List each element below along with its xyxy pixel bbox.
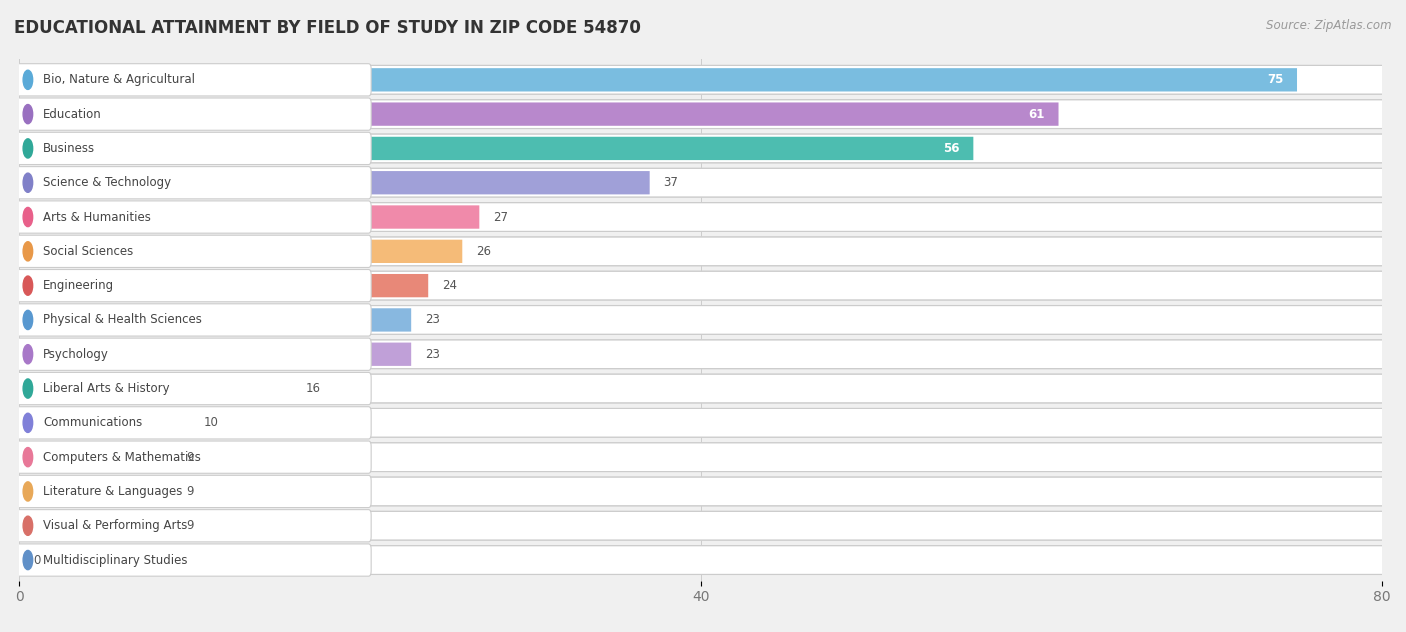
Text: 37: 37 <box>664 176 678 189</box>
Text: Science & Technology: Science & Technology <box>44 176 172 189</box>
Circle shape <box>22 139 32 158</box>
Text: Communications: Communications <box>44 416 142 429</box>
Text: 24: 24 <box>441 279 457 292</box>
Circle shape <box>22 379 32 398</box>
FancyBboxPatch shape <box>0 441 371 473</box>
FancyBboxPatch shape <box>20 411 190 435</box>
FancyBboxPatch shape <box>0 407 371 439</box>
FancyBboxPatch shape <box>18 443 1384 471</box>
Text: 10: 10 <box>204 416 218 429</box>
Text: Engineering: Engineering <box>44 279 114 292</box>
FancyBboxPatch shape <box>0 475 371 507</box>
Circle shape <box>22 310 32 329</box>
Circle shape <box>22 550 32 569</box>
FancyBboxPatch shape <box>18 100 1384 128</box>
Circle shape <box>22 413 32 432</box>
FancyBboxPatch shape <box>18 305 1384 334</box>
Text: 75: 75 <box>1267 73 1284 87</box>
FancyBboxPatch shape <box>18 374 1384 403</box>
FancyBboxPatch shape <box>0 132 371 164</box>
FancyBboxPatch shape <box>18 237 1384 265</box>
FancyBboxPatch shape <box>20 171 650 195</box>
FancyBboxPatch shape <box>18 168 1384 197</box>
Text: 0: 0 <box>32 554 41 566</box>
FancyBboxPatch shape <box>0 64 371 96</box>
FancyBboxPatch shape <box>20 102 1059 126</box>
FancyBboxPatch shape <box>0 98 371 130</box>
FancyBboxPatch shape <box>20 308 411 332</box>
FancyBboxPatch shape <box>18 408 1384 437</box>
FancyBboxPatch shape <box>20 480 173 503</box>
Text: EDUCATIONAL ATTAINMENT BY FIELD OF STUDY IN ZIP CODE 54870: EDUCATIONAL ATTAINMENT BY FIELD OF STUDY… <box>14 19 641 37</box>
Text: 26: 26 <box>475 245 491 258</box>
Text: Education: Education <box>44 107 103 121</box>
Text: Social Sciences: Social Sciences <box>44 245 134 258</box>
Text: Bio, Nature & Agricultural: Bio, Nature & Agricultural <box>44 73 195 87</box>
FancyBboxPatch shape <box>18 340 1384 368</box>
Circle shape <box>22 104 32 124</box>
FancyBboxPatch shape <box>20 274 429 297</box>
Circle shape <box>22 70 32 89</box>
FancyBboxPatch shape <box>18 203 1384 231</box>
Circle shape <box>22 276 32 295</box>
Text: 9: 9 <box>187 451 194 464</box>
FancyBboxPatch shape <box>20 549 28 572</box>
FancyBboxPatch shape <box>18 545 1384 574</box>
FancyBboxPatch shape <box>0 509 371 542</box>
FancyBboxPatch shape <box>0 269 371 301</box>
FancyBboxPatch shape <box>0 167 371 199</box>
Text: 9: 9 <box>187 485 194 498</box>
FancyBboxPatch shape <box>20 68 1296 92</box>
FancyBboxPatch shape <box>18 271 1384 300</box>
Circle shape <box>22 447 32 467</box>
Text: Liberal Arts & History: Liberal Arts & History <box>44 382 170 395</box>
Text: 16: 16 <box>305 382 321 395</box>
FancyBboxPatch shape <box>18 511 1384 540</box>
Text: Arts & Humanities: Arts & Humanities <box>44 210 150 224</box>
FancyBboxPatch shape <box>20 137 973 160</box>
Text: 61: 61 <box>1029 107 1045 121</box>
Circle shape <box>22 482 32 501</box>
Text: 27: 27 <box>494 210 508 224</box>
Circle shape <box>22 241 32 261</box>
Text: 56: 56 <box>943 142 960 155</box>
Text: Business: Business <box>44 142 96 155</box>
FancyBboxPatch shape <box>20 205 479 229</box>
FancyBboxPatch shape <box>0 372 371 404</box>
Circle shape <box>22 173 32 192</box>
FancyBboxPatch shape <box>0 201 371 233</box>
FancyBboxPatch shape <box>0 235 371 267</box>
Circle shape <box>22 344 32 364</box>
FancyBboxPatch shape <box>18 134 1384 163</box>
Text: 9: 9 <box>187 520 194 532</box>
Text: Visual & Performing Arts: Visual & Performing Arts <box>44 520 187 532</box>
FancyBboxPatch shape <box>18 477 1384 506</box>
FancyBboxPatch shape <box>20 240 463 263</box>
FancyBboxPatch shape <box>0 544 371 576</box>
FancyBboxPatch shape <box>20 446 173 469</box>
Text: 23: 23 <box>425 348 440 361</box>
FancyBboxPatch shape <box>0 304 371 336</box>
FancyBboxPatch shape <box>20 514 173 537</box>
FancyBboxPatch shape <box>20 343 411 366</box>
Circle shape <box>22 516 32 535</box>
FancyBboxPatch shape <box>0 338 371 370</box>
Text: Multidisciplinary Studies: Multidisciplinary Studies <box>44 554 188 566</box>
FancyBboxPatch shape <box>20 377 292 400</box>
Text: Psychology: Psychology <box>44 348 110 361</box>
Text: Literature & Languages: Literature & Languages <box>44 485 183 498</box>
Circle shape <box>22 207 32 227</box>
Text: Source: ZipAtlas.com: Source: ZipAtlas.com <box>1267 19 1392 32</box>
Text: Physical & Health Sciences: Physical & Health Sciences <box>44 313 202 327</box>
FancyBboxPatch shape <box>18 66 1384 94</box>
Text: 23: 23 <box>425 313 440 327</box>
Text: Computers & Mathematics: Computers & Mathematics <box>44 451 201 464</box>
